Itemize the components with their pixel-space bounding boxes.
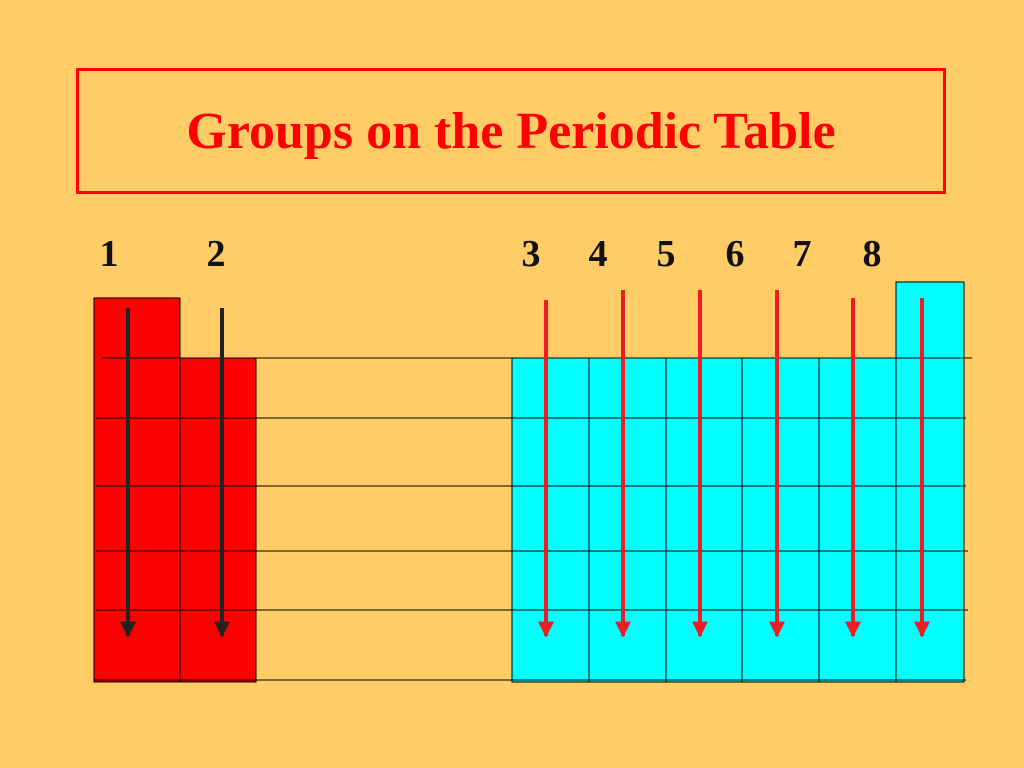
group-label-5: 5 <box>656 233 676 275</box>
group-label-1: 1 <box>99 233 119 275</box>
group-8-column <box>895 281 965 683</box>
period-lines <box>94 357 972 681</box>
group-2-column <box>179 357 257 683</box>
groups-3-7-block <box>511 357 897 683</box>
group-1-column <box>93 297 181 683</box>
slide-title: Groups on the Periodic Table <box>186 102 836 160</box>
group-label-6: 6 <box>725 233 745 275</box>
column-dividers <box>179 358 897 682</box>
group-label-8: 8 <box>862 233 882 275</box>
group-label-4: 4 <box>588 233 608 275</box>
group-label-2: 2 <box>206 233 226 275</box>
group-label-3: 3 <box>521 233 541 275</box>
title-box: Groups on the Periodic Table <box>76 68 946 194</box>
group-label-7: 7 <box>792 233 812 275</box>
